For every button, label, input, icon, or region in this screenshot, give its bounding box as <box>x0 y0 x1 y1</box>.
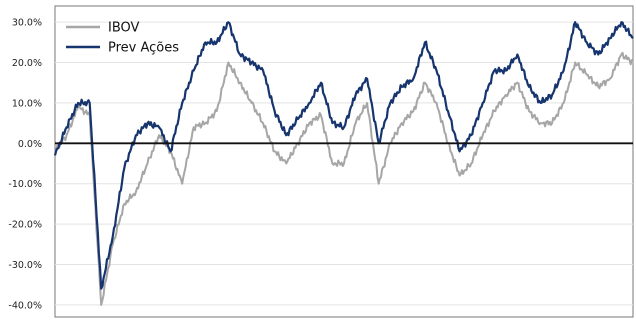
y-tick-label: -10.0% <box>8 179 42 190</box>
series-lines <box>53 21 634 306</box>
y-tick-label: 30.0% <box>12 18 42 29</box>
legend: IBOV Prev Ações <box>66 21 179 56</box>
y-tick-label: -30.0% <box>8 260 42 271</box>
y-tick-label: 0.0% <box>18 139 42 150</box>
gridlines <box>55 21 633 306</box>
series-line-ibov <box>54 51 634 306</box>
y-axis-tick-labels: 30.0% 20.0% 10.0% 0.0% -10.0% -20.0% -30.0% -40… <box>8 18 42 312</box>
series-line-prev-acoes <box>53 21 634 290</box>
legend-label: Prev Ações <box>108 41 179 56</box>
y-tick-label: 20.0% <box>12 58 42 69</box>
legend-label: IBOV <box>108 21 140 36</box>
y-tick-label: 10.0% <box>12 98 42 109</box>
y-tick-label: -20.0% <box>8 220 42 231</box>
y-tick-label: -40.0% <box>8 300 42 311</box>
